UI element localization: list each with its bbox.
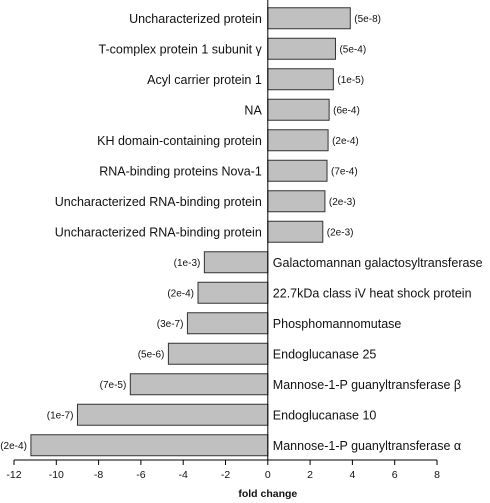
x-tick-label: -8 [94,469,103,481]
category-label: Endoglucanase 10 [273,408,377,422]
p-value-label: (3e-7) [157,319,184,330]
bar [267,37,336,60]
bar [267,68,334,91]
p-value-label: (7e-4) [331,166,358,177]
category-label: Phosphomannomutase [273,317,402,331]
x-tick-label: 0 [265,469,271,481]
category-label: Uncharacterized RNA-binding protein [55,195,262,209]
x-tick-label: 4 [349,469,355,481]
bar [267,159,328,182]
p-value-label: (1e-7) [47,410,74,421]
x-tick-label: -12 [6,469,21,481]
x-tick-label: -2 [221,469,230,481]
bar [76,403,269,426]
category-label: Endoglucanase 25 [273,347,377,361]
bar [167,342,269,365]
category-label: Acyl carrier protein 1 [147,73,262,87]
p-value-label: (7e-5) [100,380,127,391]
x-tick-label: 8 [434,469,440,481]
bar [197,281,269,304]
bar [267,7,351,30]
bar [267,129,329,152]
p-value-label: (2e-4) [0,441,27,452]
bar [129,373,269,396]
x-tick-group: -12 -10 -8 -6 -4 -2 0 2 4 6 8 [6,460,440,481]
category-label: 22.7kDa class iV heat shock protein [273,286,472,300]
p-value-label: (2e-4) [167,288,194,299]
p-value-label-group: (5e-8) (5e-4) (1e-5) (6e-4) (2e-4) (7e-4) (2e-… [0,14,381,452]
category-label: Galactomannan galactosyltransferase [273,256,483,270]
bar [267,220,324,243]
p-value-label: (2e-3) [329,197,356,208]
p-value-label: (2e-3) [327,227,354,238]
bar [30,434,269,457]
category-label: Mannose-1-P guanyltransferase α [273,439,461,453]
bar [267,98,330,121]
x-tick-label: 6 [392,469,398,481]
category-label: Uncharacterized RNA-binding protein [55,225,262,239]
p-value-label: (5e-4) [339,44,366,55]
x-axis-title: fold change [238,488,297,500]
x-tick-label: -10 [49,469,64,481]
category-label-group: Uncharacterized protein T-complex protein… [55,12,483,453]
bar [186,312,269,335]
bar [203,251,269,274]
category-label: Uncharacterized protein [129,12,262,26]
p-value-label: (6e-4) [333,105,360,116]
p-value-label: (5e-8) [354,14,381,25]
p-value-label: (1e-3) [174,258,201,269]
category-label: RNA-binding proteins Nova-1 [99,164,262,178]
p-value-label: (1e-5) [337,75,364,86]
p-value-label: (2e-4) [332,136,359,147]
category-label: NA [244,103,262,117]
x-tick-label: -4 [179,469,188,481]
category-label: T-complex protein 1 subunit γ [99,42,263,56]
p-value-label: (5e-6) [138,349,165,360]
x-tick-label: 2 [307,469,313,481]
category-label: KH domain-containing protein [97,134,262,148]
x-tick-label: -6 [136,469,145,481]
category-label: Mannose-1-P guanyltransferase β [273,378,461,392]
bar [267,190,326,213]
